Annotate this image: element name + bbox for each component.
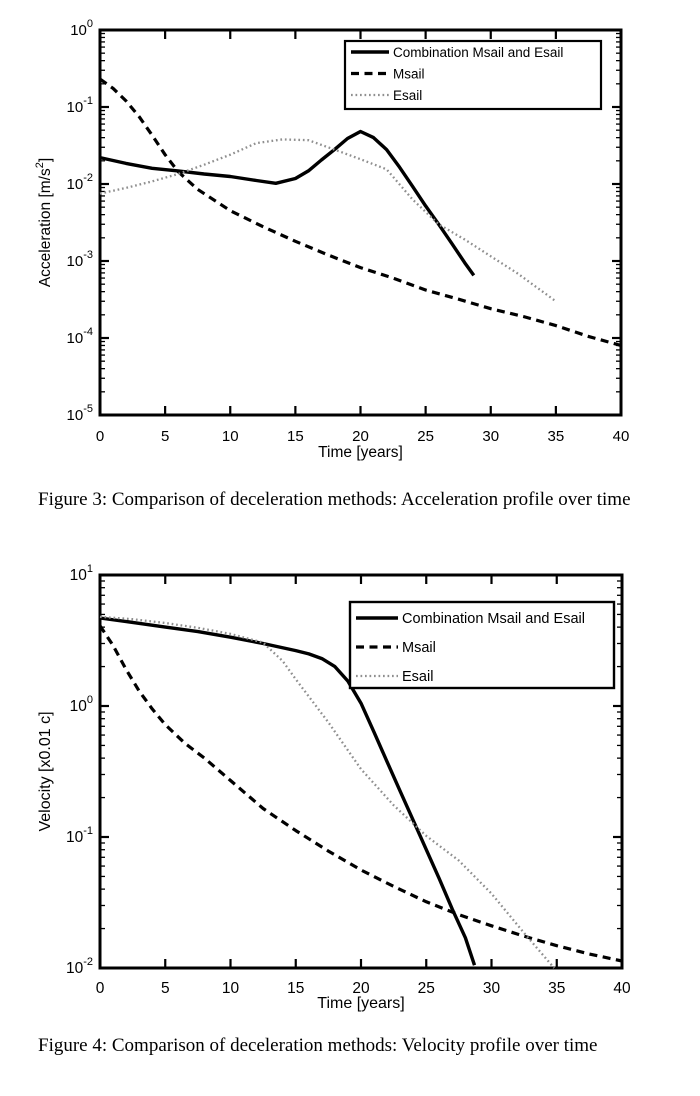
y-tick-label: 101: [70, 563, 93, 584]
x-tick-label: 0: [96, 428, 104, 445]
x-tick-label: 40: [613, 428, 630, 445]
y-tick-label: 10-2: [66, 956, 93, 977]
x-axis-label: Time [years]: [317, 995, 404, 1012]
x-tick-label: 35: [548, 428, 565, 445]
figure-3-caption: Figure 3: Comparison of deceleration met…: [38, 489, 631, 510]
y-tick-label: 10-4: [67, 326, 93, 347]
x-tick-label: 20: [352, 428, 369, 445]
x-tick-label: 0: [96, 980, 105, 997]
legend-label-msail: Msail: [393, 67, 425, 82]
y-tick-label: 10-5: [67, 403, 93, 424]
x-axis-label: Time [years]: [318, 444, 403, 461]
y-axis-label: Velocity [x0.01 c]: [37, 711, 54, 831]
y-tick-label: 100: [70, 18, 93, 39]
y-tick-label: 10-2: [67, 172, 93, 193]
velocity-chart: 0 5 10 15 20 25 30 35 40 101 100 10-1 10-2 Time [year…: [37, 563, 631, 1012]
x-tick-label: 20: [352, 980, 370, 997]
y-tick-label: 10-3: [67, 249, 93, 270]
acceleration-chart: 0 5 10 15 20 25 30 35 40 100 10-1 10-2 10-3 10-4 10-5 T…: [34, 18, 630, 461]
x-tick-label: 40: [613, 980, 631, 997]
series-line-esail: [99, 615, 555, 969]
series-line-msail: [98, 624, 623, 963]
x-tick-label: 10: [222, 980, 240, 997]
series-line-combination-msail-and-esail: [99, 129, 476, 277]
x-tick-label: 15: [287, 980, 304, 997]
figure-4-caption: Figure 4: Comparison of deceleration met…: [38, 1035, 598, 1056]
legend-label-esail: Esail: [402, 669, 433, 685]
legend-label-esail: Esail: [393, 88, 422, 103]
series-line-combination-msail-and-esail: [99, 616, 477, 966]
x-tick-label: 15: [287, 428, 304, 445]
x-tick-label: 10: [222, 428, 239, 445]
series-line-msail: [99, 77, 622, 348]
x-tick-label: 35: [548, 980, 565, 997]
legend-label-msail: Msail: [402, 640, 436, 656]
x-tick-label: 25: [417, 428, 434, 445]
x-tick-label: 5: [161, 980, 170, 997]
x-tick-label: 30: [482, 428, 499, 445]
series-line-esail: [99, 138, 557, 303]
legend-label-combination-msail-and-esail: Combination Msail and Esail: [402, 611, 585, 627]
y-axis-label: Acceleration [m/s2]: [34, 158, 54, 287]
legend-label-combination-msail-and-esail: Combination Msail and Esail: [393, 45, 563, 60]
y-tick-label: 10-1: [67, 95, 93, 116]
x-tick-label: 30: [483, 980, 501, 997]
x-tick-label: 5: [161, 428, 169, 445]
x-tick-label: 25: [418, 980, 435, 997]
y-tick-label: 10-1: [66, 825, 93, 846]
y-tick-label: 100: [70, 694, 93, 715]
